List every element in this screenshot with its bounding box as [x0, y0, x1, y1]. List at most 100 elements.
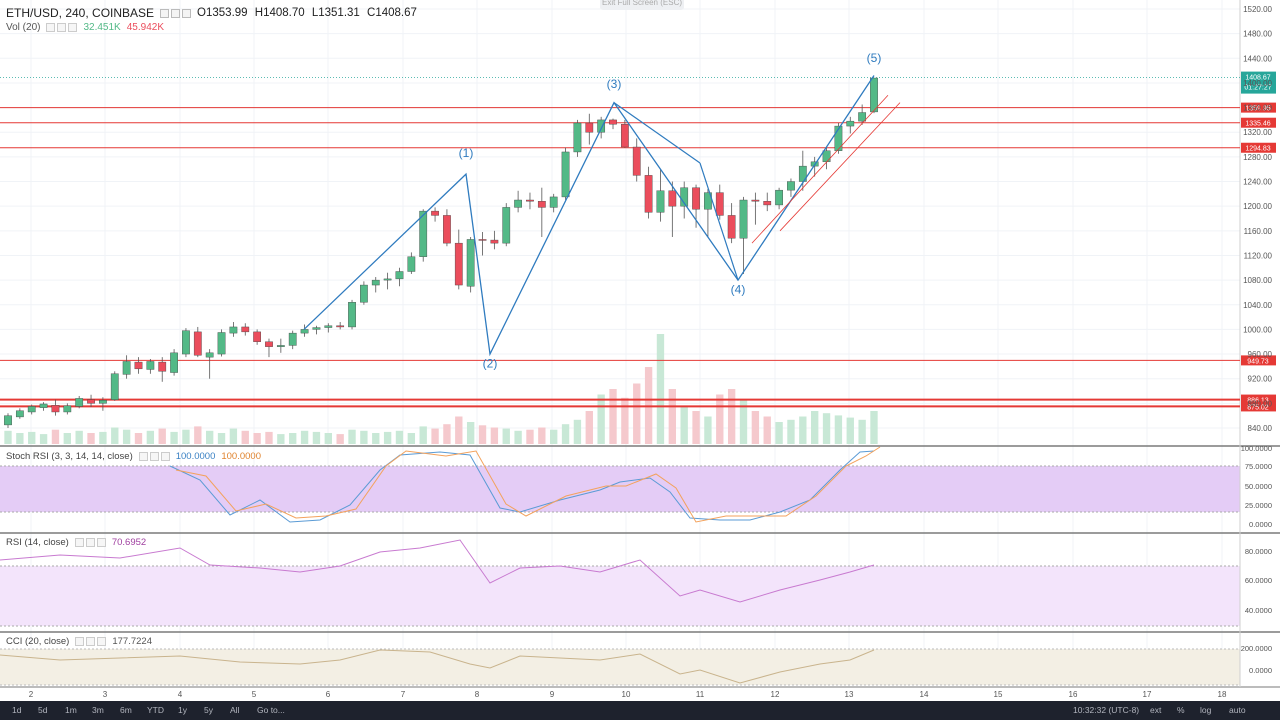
candle[interactable]: [514, 190, 522, 213]
candle[interactable]: [858, 104, 867, 125]
candle[interactable]: [431, 207, 439, 222]
candle[interactable]: [573, 119, 582, 157]
candle[interactable]: [668, 181, 677, 237]
rsi-controls[interactable]: [74, 538, 106, 547]
candle[interactable]: [502, 203, 511, 247]
candle[interactable]: [110, 371, 119, 401]
close-icon[interactable]: [97, 637, 107, 646]
eye-icon[interactable]: [75, 637, 85, 646]
candle[interactable]: [229, 322, 238, 337]
candle[interactable]: [253, 329, 262, 345]
candle[interactable]: [727, 203, 736, 244]
range-3m[interactable]: 3m: [92, 705, 104, 715]
candle[interactable]: [846, 116, 855, 134]
settings-icon[interactable]: [86, 637, 96, 646]
candle[interactable]: [715, 184, 724, 220]
log-toggle[interactable]: log: [1200, 705, 1212, 715]
settings-icon[interactable]: [171, 8, 181, 18]
wave-connector[interactable]: [699, 162, 739, 281]
eye-icon[interactable]: [46, 23, 56, 32]
candle[interactable]: [620, 119, 629, 148]
candle[interactable]: [288, 330, 297, 350]
candle[interactable]: [324, 323, 333, 333]
candle[interactable]: [276, 338, 285, 353]
candle[interactable]: [704, 188, 712, 237]
candle[interactable]: [312, 325, 321, 335]
candle[interactable]: [656, 169, 665, 222]
candle[interactable]: [205, 349, 214, 379]
volume-label[interactable]: Vol (20): [6, 22, 41, 33]
channel-line[interactable]: [751, 94, 889, 244]
candle[interactable]: [478, 232, 487, 256]
auto-toggle[interactable]: auto: [1229, 705, 1246, 715]
candle[interactable]: [99, 397, 107, 411]
candle[interactable]: [407, 252, 416, 274]
candle[interactable]: [265, 338, 273, 358]
candle[interactable]: [490, 230, 499, 250]
range-5d[interactable]: 5d: [38, 705, 48, 715]
candle[interactable]: [739, 196, 748, 274]
candle[interactable]: [632, 138, 641, 182]
candle[interactable]: [787, 178, 795, 197]
settings-icon[interactable]: [149, 452, 159, 461]
eye-icon[interactable]: [160, 8, 170, 18]
candle[interactable]: [348, 299, 356, 330]
settings-icon[interactable]: [85, 538, 95, 547]
candle[interactable]: [63, 403, 72, 415]
candle[interactable]: [585, 113, 594, 145]
volume-controls[interactable]: [46, 23, 78, 32]
candle[interactable]: [537, 187, 546, 237]
candle[interactable]: [419, 209, 428, 262]
candle[interactable]: [193, 326, 202, 358]
candle[interactable]: [526, 192, 534, 210]
candle[interactable]: [27, 404, 36, 415]
candle[interactable]: [15, 408, 24, 419]
candle[interactable]: [644, 166, 653, 219]
candle[interactable]: [561, 147, 570, 201]
channel-line[interactable]: [779, 102, 901, 232]
wave-connector[interactable]: [613, 102, 701, 164]
ext-toggle[interactable]: ext: [1150, 705, 1162, 715]
candle[interactable]: [170, 349, 178, 376]
range-6m[interactable]: 6m: [120, 705, 132, 715]
candle[interactable]: [134, 357, 143, 374]
range-1y[interactable]: 1y: [178, 705, 187, 715]
candle[interactable]: [122, 355, 131, 379]
exit-fullscreen-button[interactable]: Exit Full Screen (ESC): [600, 0, 684, 10]
candle[interactable]: [241, 323, 250, 336]
stoch-controls[interactable]: [138, 452, 170, 461]
candle[interactable]: [395, 267, 404, 287]
range-1d[interactable]: 1d: [12, 705, 22, 715]
elliott-wave-path[interactable]: [303, 75, 875, 357]
candle[interactable]: [158, 357, 167, 382]
candle[interactable]: [454, 229, 463, 290]
candle[interactable]: [87, 394, 95, 408]
range-5y[interactable]: 5y: [204, 705, 213, 715]
candle[interactable]: [360, 281, 368, 305]
candle[interactable]: [371, 277, 380, 293]
candle[interactable]: [4, 413, 12, 428]
candle[interactable]: [763, 192, 772, 212]
candle[interactable]: [383, 272, 392, 290]
candle[interactable]: [336, 322, 345, 330]
header-controls[interactable]: [160, 8, 192, 18]
range-ytd[interactable]: YTD: [147, 705, 164, 715]
rsi-label[interactable]: RSI (14, close): [6, 537, 69, 548]
goto-button[interactable]: Go to...: [257, 705, 285, 715]
candle[interactable]: [51, 399, 60, 416]
candle[interactable]: [39, 402, 48, 411]
candle[interactable]: [609, 118, 617, 130]
candle[interactable]: [870, 77, 878, 114]
close-icon[interactable]: [182, 8, 192, 18]
candle[interactable]: [146, 358, 155, 374]
range-all[interactable]: All: [230, 705, 240, 715]
candle[interactable]: [182, 328, 190, 358]
cci-controls[interactable]: [75, 637, 107, 646]
close-icon[interactable]: [160, 452, 170, 461]
eye-icon[interactable]: [74, 538, 84, 547]
candle[interactable]: [217, 329, 226, 357]
candle[interactable]: [466, 236, 475, 293]
candle[interactable]: [751, 192, 760, 225]
candle[interactable]: [75, 395, 84, 409]
